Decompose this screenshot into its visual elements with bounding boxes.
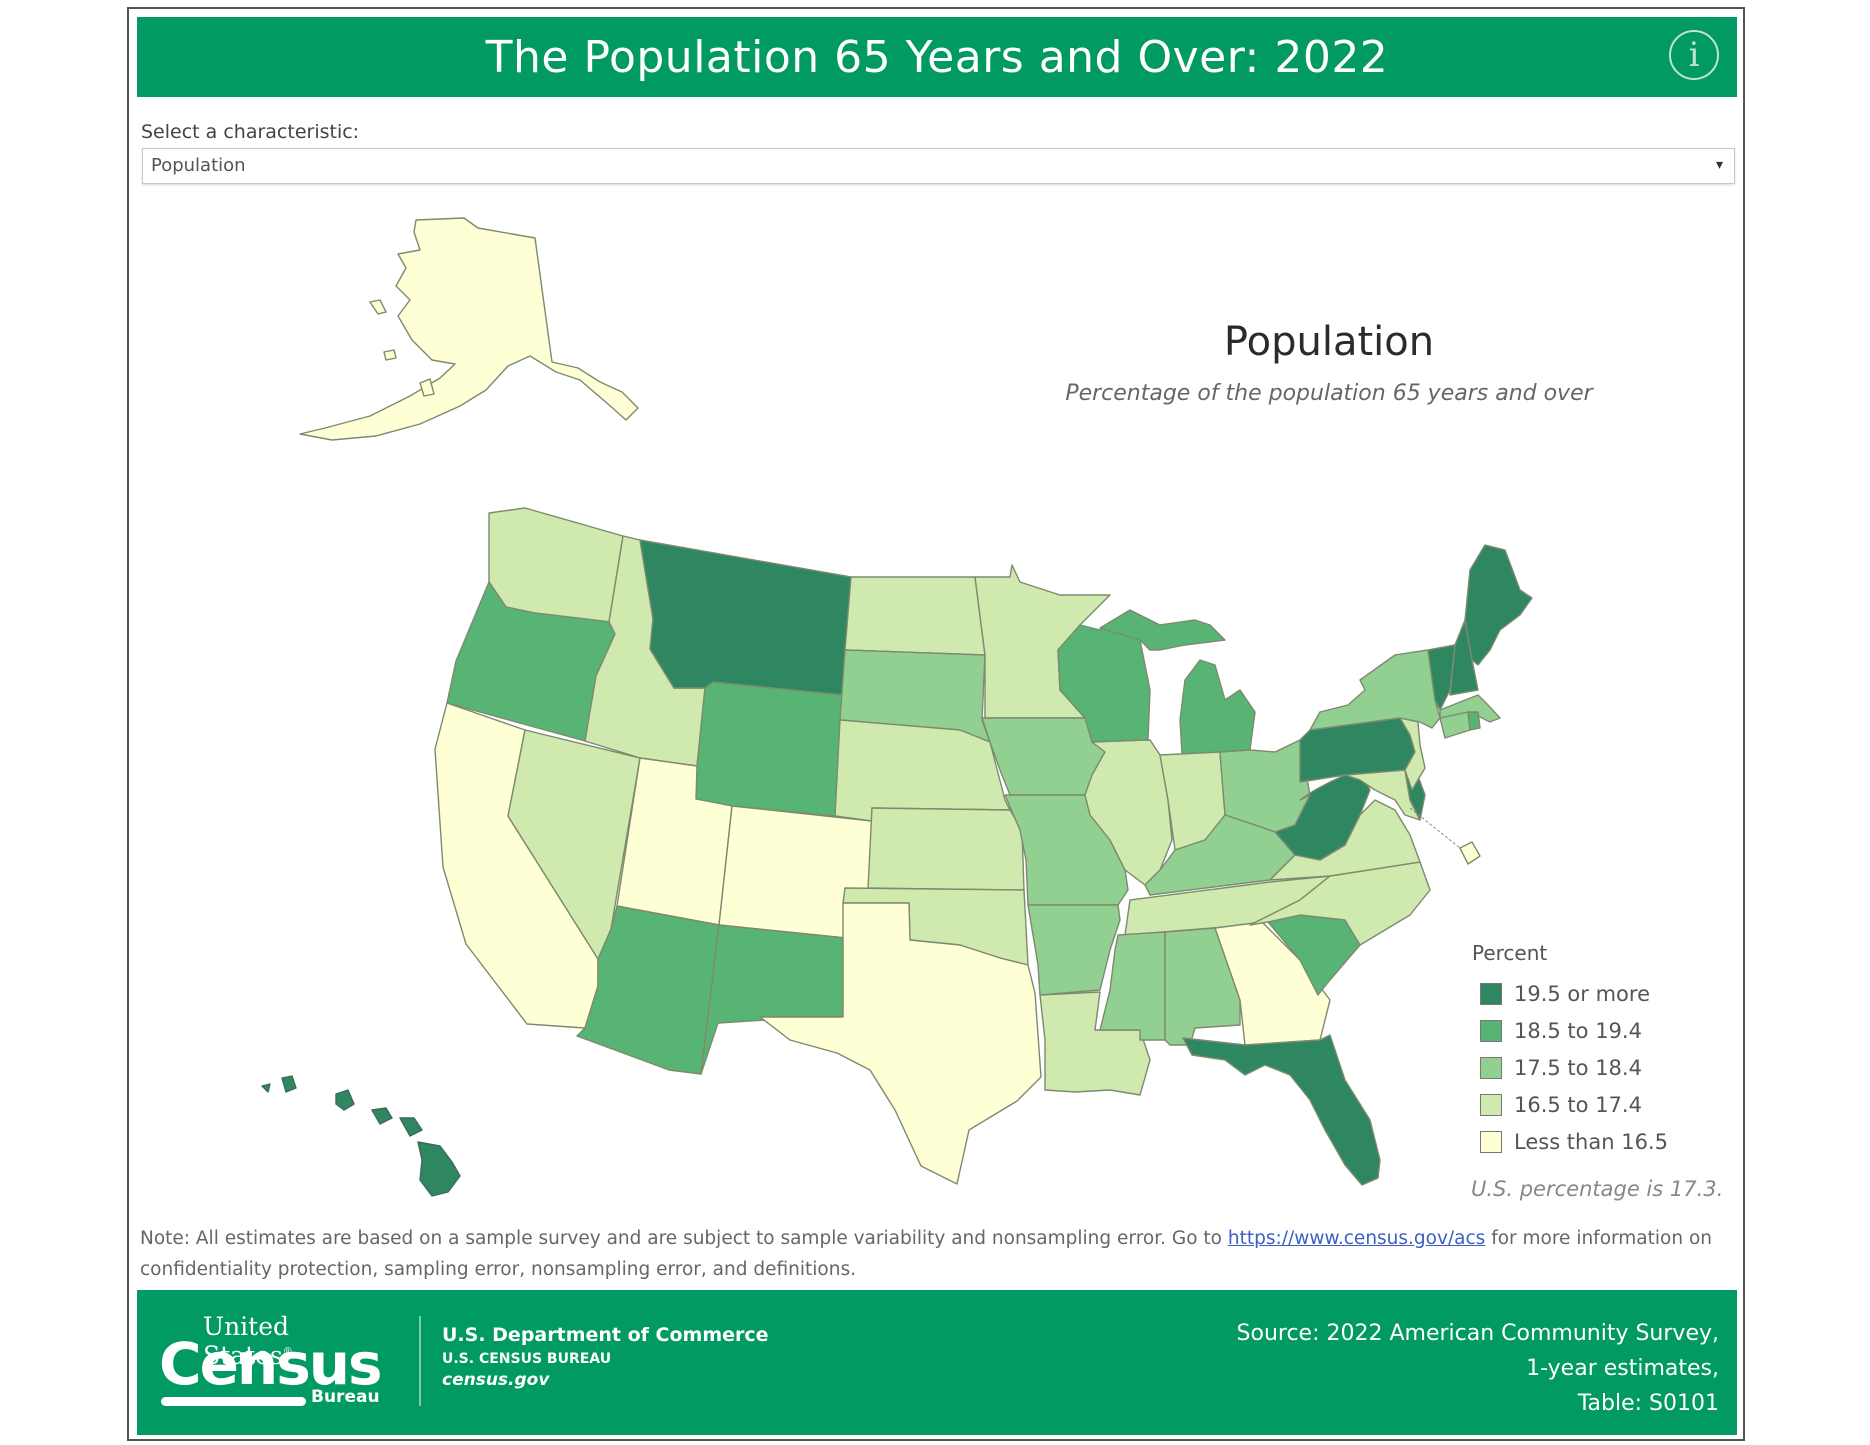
state-LA[interactable]	[1039, 991, 1151, 1096]
state-NY[interactable]	[1309, 649, 1441, 731]
state-AR[interactable]	[1027, 904, 1121, 996]
legend-item: 16.5 to 17.4	[1472, 1086, 1668, 1123]
footer-divider	[419, 1316, 421, 1406]
legend-swatch	[1480, 1093, 1502, 1116]
state-ME[interactable]	[1464, 544, 1533, 666]
legend-label: 16.5 to 17.4	[1514, 1092, 1642, 1117]
department-info: U.S. Department of Commerce U.S. CENSUS …	[442, 1324, 769, 1390]
source-citation: Source: 2022 American Community Survey, …	[1237, 1316, 1719, 1421]
footnote-prefix: Note: All estimates are based on a sampl…	[140, 1228, 1228, 1249]
info-icon[interactable]: i	[1669, 30, 1719, 80]
legend-item: 18.5 to 19.4	[1472, 1012, 1668, 1049]
logo-census: Census	[159, 1330, 383, 1398]
state-VT[interactable]	[1427, 644, 1456, 711]
dept-bureau: U.S. CENSUS BUREAU	[442, 1351, 612, 1367]
acs-link[interactable]: https://www.census.gov/acs	[1227, 1228, 1486, 1249]
legend-item: 19.5 or more	[1472, 975, 1668, 1012]
state-ND[interactable]	[844, 576, 986, 656]
state-WI[interactable]	[1057, 619, 1151, 743]
map-subtitle: Percentage of the population 65 years an…	[1065, 381, 1593, 406]
state-DC[interactable]	[1459, 841, 1481, 865]
census-gov-link[interactable]: census.gov	[442, 1370, 550, 1390]
state-NJ[interactable]	[1399, 717, 1426, 791]
state-NC[interactable]	[1249, 861, 1431, 946]
logo-bar	[161, 1397, 306, 1406]
legend-swatch	[1480, 982, 1502, 1005]
state-RI[interactable]	[1467, 711, 1481, 731]
legend-title: Percent	[1472, 941, 1548, 965]
characteristic-dropdown[interactable]: Population ▾	[142, 148, 1735, 184]
state-WY[interactable]	[695, 681, 844, 817]
state-TX[interactable]	[759, 902, 1042, 1185]
source-line-3: Table: S0101	[1577, 1391, 1719, 1416]
header-bar: The Population 65 Years and Over: 2022 i	[137, 17, 1737, 97]
page-title: The Population 65 Years and Over: 2022	[485, 31, 1389, 83]
footnote: Note: All estimates are based on a sampl…	[140, 1223, 1740, 1285]
legend-label: 17.5 to 18.4	[1514, 1055, 1642, 1080]
state-MI[interactable]	[1099, 609, 1256, 756]
footnote-suffix: for more information on confidentiality …	[140, 1228, 1713, 1280]
census-logo[interactable]: United States® Census Bureau	[159, 1312, 383, 1412]
logo-bureau: Bureau	[311, 1387, 380, 1407]
chevron-down-icon: ▾	[1715, 157, 1723, 173]
legend-item: Less than 16.5	[1472, 1123, 1668, 1160]
legend-swatch	[1480, 1130, 1502, 1153]
legend-item: 17.5 to 18.4	[1472, 1049, 1668, 1086]
state-WA[interactable]	[488, 507, 624, 623]
state-MT[interactable]	[639, 539, 852, 696]
us-percentage-note: U.S. percentage is 17.3.	[1471, 1177, 1724, 1201]
map-title: Population	[1223, 319, 1435, 365]
state-WV[interactable]	[1274, 769, 1371, 861]
source-line-1: Source: 2022 American Community Survey,	[1236, 1321, 1719, 1346]
characteristic-value: Population	[151, 155, 246, 176]
legend-swatch	[1480, 1056, 1502, 1079]
legend-label: 19.5 or more	[1514, 981, 1650, 1006]
state-AK[interactable]	[299, 217, 639, 441]
source-line-2: 1-year estimates,	[1526, 1356, 1719, 1381]
dc-leader-line	[1409, 807, 1461, 849]
characteristic-label: Select a characteristic:	[141, 121, 360, 143]
state-FL[interactable]	[1182, 1034, 1381, 1186]
legend-label: Less than 16.5	[1514, 1129, 1668, 1154]
state-KS[interactable]	[867, 807, 1025, 891]
logo-united-states: United States®	[203, 1312, 293, 1370]
state-NM[interactable]	[700, 924, 846, 1075]
legend-label: 18.5 to 19.4	[1514, 1018, 1642, 1043]
state-KY[interactable]	[1144, 814, 1296, 896]
legend-swatch	[1480, 1019, 1502, 1042]
legend: Percent 19.5 or more 18.5 to 19.4 17.5 t…	[1472, 941, 1668, 1160]
state-GA[interactable]	[1214, 921, 1331, 1046]
state-NH[interactable]	[1449, 619, 1479, 696]
state-HI[interactable]	[261, 1075, 461, 1197]
state-AK-islands	[369, 299, 435, 397]
dept-commerce: U.S. Department of Commerce	[442, 1324, 769, 1346]
footer-bar: United States® Census Bureau U.S. Depart…	[137, 1290, 1737, 1435]
